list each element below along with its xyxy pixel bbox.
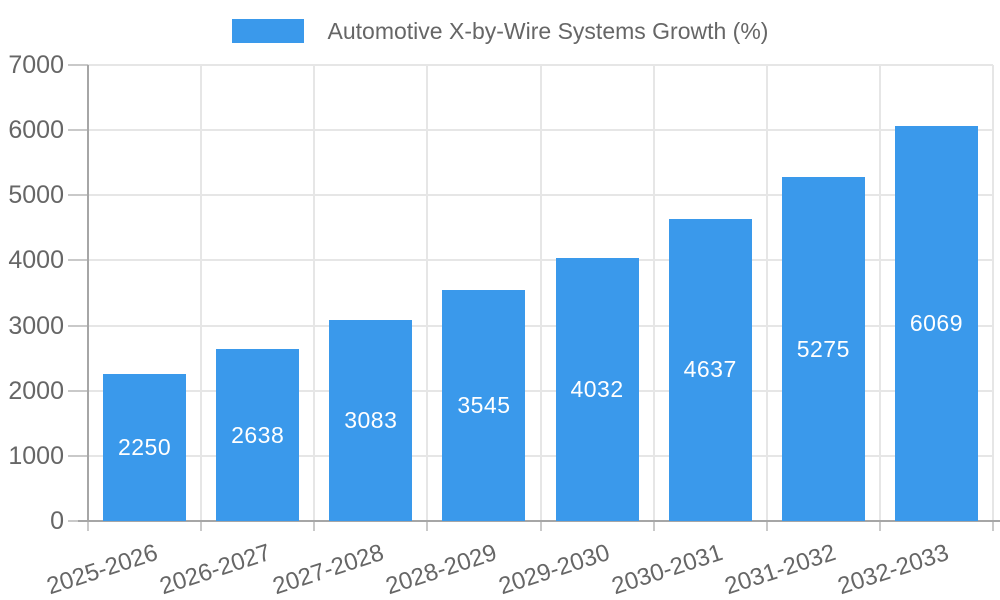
x-tick-mark (992, 521, 994, 531)
bar-value-label: 4637 (683, 356, 737, 383)
y-tick-mark (68, 129, 88, 132)
y-axis-tick-label: 1000 (8, 441, 64, 470)
legend-label: Automotive X-by-Wire Systems Growth (%) (327, 18, 769, 44)
bar-2028-2029[interactable]: 3545 (442, 290, 526, 521)
x-tick-mark (539, 521, 542, 531)
x-tick-mark (426, 521, 429, 531)
x-tick-mark (313, 521, 316, 531)
x-axis-line (78, 520, 1000, 522)
x-tick-mark (765, 521, 768, 531)
bar-2031-2032[interactable]: 5275 (781, 177, 865, 521)
y-tick-mark (68, 194, 88, 197)
y-tick-mark (68, 454, 88, 457)
x-tick-mark (878, 521, 881, 531)
gridline-vertical (878, 65, 881, 521)
y-tick-mark (68, 64, 88, 66)
bar-value-label: 4032 (570, 376, 624, 403)
y-axis-tick-label: 2000 (8, 376, 64, 405)
bar-value-label: 3545 (457, 392, 511, 419)
gridline-vertical (200, 65, 203, 521)
gridline-vertical (426, 65, 429, 521)
bar-value-label: 6069 (909, 309, 964, 336)
x-tick-mark (200, 521, 203, 531)
x-tick-mark (87, 521, 89, 531)
chart-legend[interactable]: Automotive X-by-Wire Systems Growth (%) (0, 18, 1000, 44)
y-tick-mark (68, 324, 88, 327)
gridline-vertical (313, 65, 316, 521)
y-axis-tick-label: 3000 (8, 311, 64, 340)
bar-2025-2026[interactable]: 2250 (103, 374, 187, 521)
bar-value-label: 2250 (117, 434, 172, 461)
bar-value-label: 5275 (796, 335, 850, 362)
y-axis-tick-label: 7000 (8, 51, 64, 79)
bar-value-label: 2638 (231, 421, 285, 448)
bar-2032-2033[interactable]: 6069 (894, 125, 978, 521)
y-axis-tick-label: 5000 (8, 181, 64, 210)
gridline-vertical (539, 65, 542, 521)
y-axis-tick-label: 0 (50, 507, 64, 535)
gridline-vertical (765, 65, 768, 521)
y-tick-mark (68, 389, 88, 392)
bar-2030-2031[interactable]: 4637 (668, 218, 752, 521)
gridline-vertical (652, 65, 655, 521)
y-tick-mark (68, 259, 88, 262)
bar-2026-2027[interactable]: 2638 (216, 349, 300, 521)
x-tick-mark (652, 521, 655, 531)
gridline-vertical (992, 65, 994, 521)
y-axis-tick-label: 6000 (8, 116, 64, 145)
y-axis-line (87, 65, 89, 521)
y-axis-tick-label: 4000 (8, 246, 64, 275)
bar-2029-2030[interactable]: 4032 (555, 258, 639, 521)
bar-2027-2028[interactable]: 3083 (329, 320, 413, 521)
legend-swatch (231, 19, 304, 43)
bar-value-label: 3083 (344, 407, 398, 434)
